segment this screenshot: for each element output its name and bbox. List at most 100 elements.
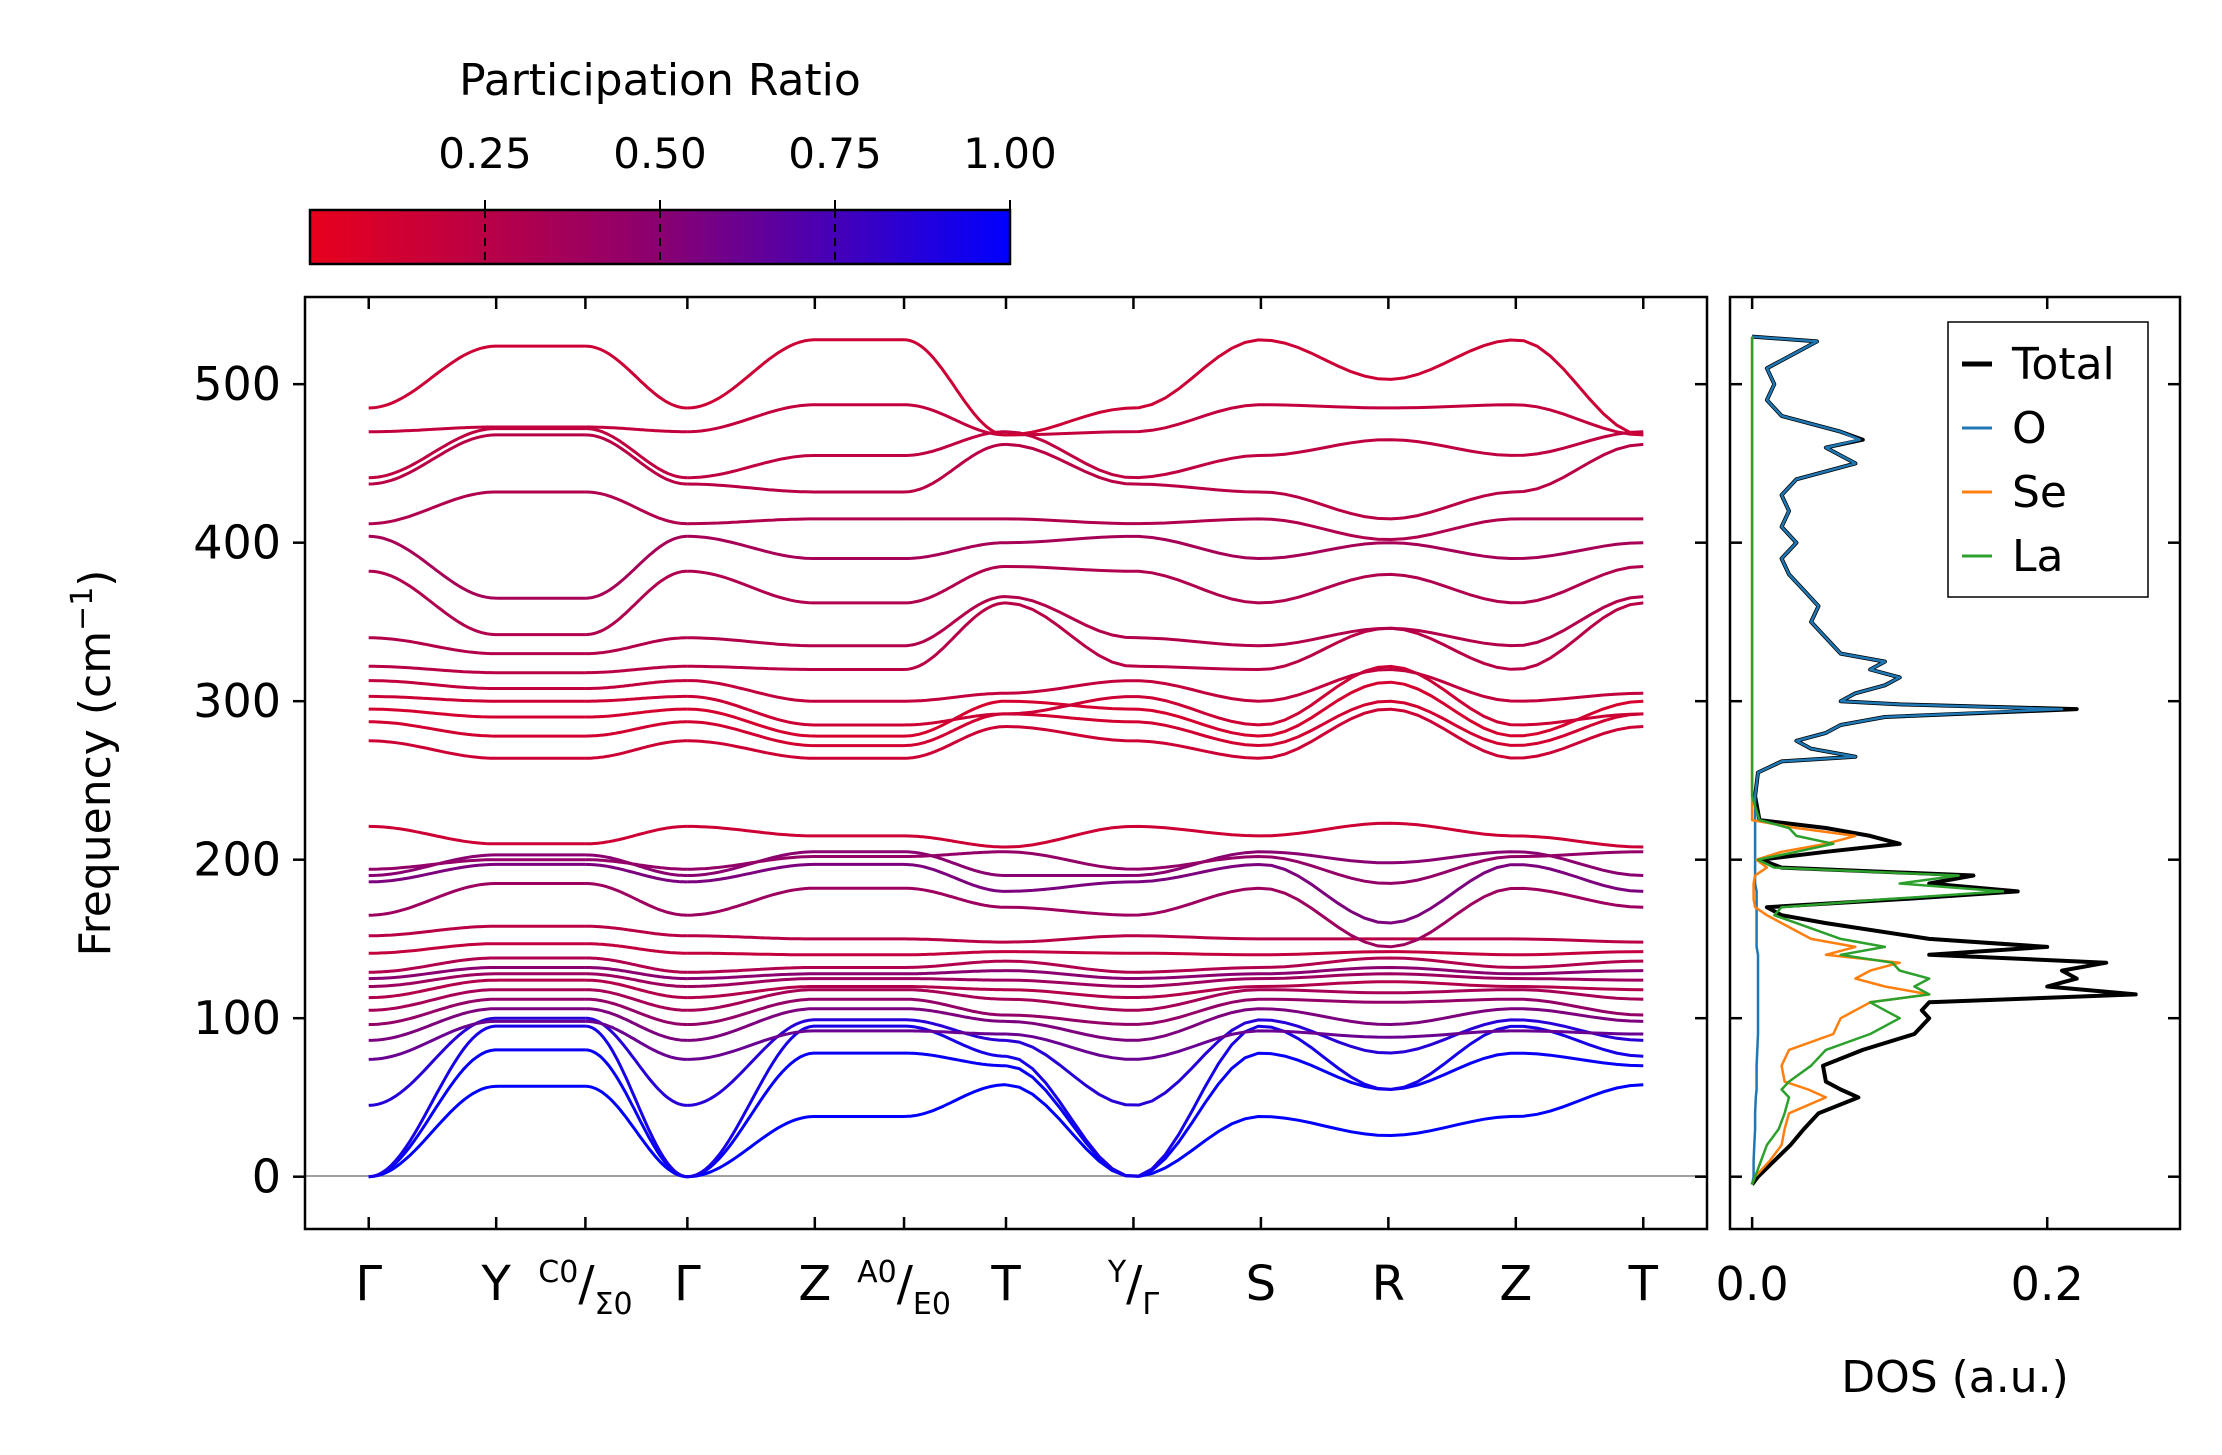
dispersion-branch — [368, 858, 586, 871]
x-tick-label: Y/Γ — [1107, 1255, 1160, 1322]
dispersion-branch — [1005, 1018, 1644, 1107]
dispersion-branch — [1005, 442, 1644, 521]
dispersion-branch — [585, 942, 688, 955]
dispersion-branch — [1005, 850, 1644, 885]
legend-label: Total — [2011, 339, 2115, 390]
dispersion-branch — [1005, 972, 1644, 989]
colorbar-tick-label: 0.50 — [613, 129, 707, 178]
dispersion-branch — [368, 824, 586, 846]
dispersion-branch — [687, 403, 904, 434]
dispersion-branch — [368, 344, 586, 410]
dispersion-branch — [585, 1019, 688, 1061]
dispersion-branch — [687, 997, 904, 1026]
dos-series — [1750, 334, 2138, 1186]
dispersion-branch — [904, 1024, 1006, 1058]
y-axis-label-close: ) — [70, 570, 121, 587]
dispersion-branch — [687, 972, 904, 981]
dispersion-branch — [585, 924, 688, 938]
dispersion-branch — [585, 1024, 688, 1179]
x-tick-label: Z — [1499, 1256, 1532, 1312]
dispersion-branch — [585, 1048, 688, 1179]
dispersion-branch — [585, 427, 688, 480]
dispersion-branch — [687, 720, 904, 748]
dispersion-branch — [904, 937, 1006, 944]
dispersion-branch — [585, 956, 688, 974]
legend-label: O — [2012, 403, 2047, 454]
dispersion-branch — [687, 951, 904, 957]
dispersion-branch — [368, 942, 586, 955]
dispersion-branch — [687, 985, 904, 1000]
dispersion-branch — [687, 569, 904, 605]
dos-line-o — [1750, 335, 2064, 1185]
dispersion-branch — [585, 1084, 688, 1179]
dispersion-branch — [687, 1051, 904, 1179]
dispersion-branch — [1005, 988, 1644, 1012]
dispersion-branch — [585, 972, 688, 988]
dispersion-branch — [687, 855, 904, 871]
dispersion-branch — [1005, 821, 1644, 849]
dos-panel: 0.0 0.2 DOS (a.u.) Total O Se La — [1716, 295, 2182, 1403]
dispersion-branch — [687, 664, 904, 671]
dispersion-branch — [904, 988, 1006, 1001]
dispersion-branch — [368, 664, 586, 675]
dispersion-branch — [368, 972, 586, 988]
dispersion-branch — [1005, 601, 1644, 672]
dispersion-branch — [368, 862, 586, 884]
colorbar-tick-label: 1.00 — [963, 129, 1057, 178]
dispersion-branch — [904, 997, 1006, 1017]
dispersion-branch — [585, 858, 688, 871]
dispersion-branch — [903, 712, 1006, 727]
dispersion-branch — [903, 442, 1007, 494]
dos-line-la — [1750, 336, 2005, 1186]
dispersion-branch — [903, 601, 1007, 671]
dispersion-branch — [1005, 699, 1644, 748]
y-axis-label-unit: (cm — [70, 631, 121, 715]
dispersion-branch — [368, 1048, 586, 1179]
dispersion-branch — [368, 433, 586, 486]
x-tick-label: T — [1628, 1256, 1659, 1312]
dispersion-branch — [585, 739, 688, 760]
dispersion-branch — [1005, 997, 1644, 1026]
dispersion-branch — [1005, 403, 1644, 437]
dispersion-branch — [368, 997, 586, 1026]
dispersion-branch — [585, 425, 688, 434]
x-tick-label: A0/E0 — [857, 1255, 951, 1322]
segment-breaks — [687, 297, 1006, 1229]
x-tick-label: R — [1372, 1256, 1405, 1312]
dispersion-branch — [585, 433, 688, 486]
dispersion-branch — [585, 882, 688, 917]
dispersion-branch — [368, 988, 586, 1012]
dispersion-branch — [904, 403, 1006, 437]
dispersion-branch — [585, 664, 688, 675]
x-tick-label: S — [1246, 1256, 1276, 1312]
dos-x-tick-label: 0.0 — [1716, 1257, 1789, 1311]
dispersion-branch — [687, 886, 904, 917]
dispersion-frame — [303, 295, 1709, 1231]
dispersion-branch — [904, 1051, 1006, 1068]
dispersion-branch — [687, 1024, 904, 1179]
dispersion-branch — [1005, 1029, 1644, 1061]
x-tick-label: C0/Σ0 — [538, 1255, 632, 1322]
dispersion-branch — [368, 425, 586, 434]
dispersion-branch — [687, 977, 904, 988]
y-tick-label: 300 — [193, 674, 281, 728]
x-tick-label: Γ — [674, 1256, 701, 1312]
dispersion-branch — [904, 1007, 1007, 1023]
dispersion-branch — [368, 1084, 586, 1179]
dos-x-axis-label: DOS (a.u.) — [1841, 1352, 2069, 1403]
dos-ticks: 0.0 0.2 — [1716, 297, 2180, 1311]
x-tick-label: Γ — [355, 1256, 382, 1312]
dispersion-branch — [368, 679, 586, 690]
dispersion-branch — [368, 1024, 586, 1179]
dispersion-branch — [687, 679, 904, 703]
dispersion-branch — [903, 1083, 1006, 1118]
dispersion-branch — [687, 517, 904, 526]
dispersion-branch — [1005, 956, 1644, 974]
dispersion-branch — [904, 886, 1006, 909]
dispersion-branch — [368, 924, 586, 938]
dispersion-branch — [687, 1007, 904, 1042]
dispersion-branch — [368, 1007, 586, 1042]
dispersion-branch — [903, 862, 1006, 893]
